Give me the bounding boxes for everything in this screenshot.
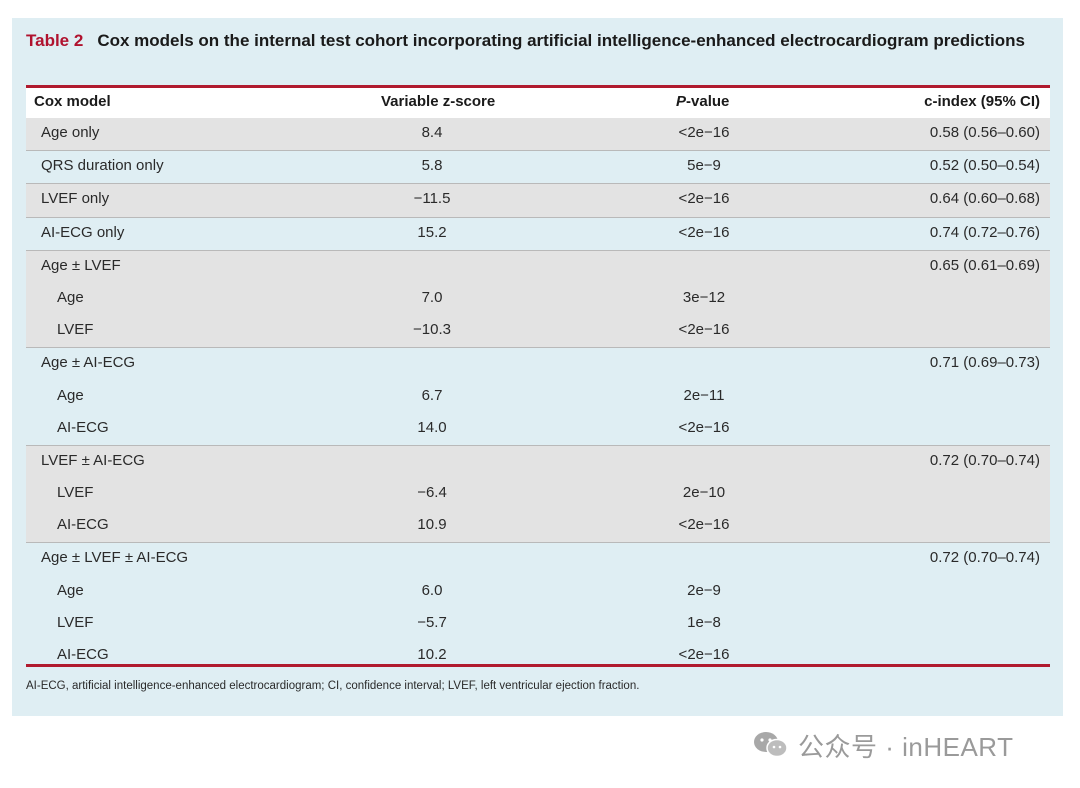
- cell-cox-model: AI-ECG: [57, 516, 109, 534]
- cell-p-value-text: 1e−8: [687, 613, 721, 631]
- cell-cox-model: QRS duration only: [41, 157, 164, 175]
- top-rule: [26, 85, 1050, 88]
- cell-z-score-text: 6.0: [421, 581, 443, 599]
- cell-z-score-text: 8.4: [421, 124, 443, 141]
- table-row: Age ± LVEF ± AI-ECG 0.72 (0.70–0.74): [26, 542, 1050, 575]
- table-row: Age ± LVEF 0.65 (0.61–0.69): [26, 249, 1050, 283]
- cell-cox-model: Age: [57, 581, 84, 599]
- cell-cox-model: LVEF ± AI-ECG: [41, 451, 145, 469]
- cell-cox-model: AI-ECG only: [41, 223, 125, 241]
- cell-cox-model: Age only: [41, 124, 100, 141]
- cell-cox-model: Age ± LVEF ± AI-ECG: [41, 549, 189, 567]
- header-cox-model: Cox model: [34, 93, 111, 110]
- table-body: Age only 8.4 <2e−16 0.58 (0.56–0.60) QRS dur…: [26, 118, 1050, 672]
- cell-z-score-text: −10.3: [413, 321, 451, 339]
- table-row: LVEF only −11.5 <2e−16 0.64 (0.60–0.68): [26, 183, 1050, 217]
- bottom-rule: [26, 664, 1050, 667]
- table-label: Table 2: [26, 31, 84, 50]
- cell-c-index: 0.65 (0.61–0.69): [929, 256, 1040, 274]
- table-row: Age 6.7 2e−11: [26, 381, 1050, 413]
- cell-p-value-text: <2e−16: [678, 124, 730, 141]
- cell-cox-model: LVEF: [57, 613, 94, 631]
- cell-z-score-text: 10.2: [417, 646, 447, 663]
- cell-c-index: 0.52 (0.50–0.54): [929, 157, 1040, 175]
- cell-z-score-text: 10.9: [417, 516, 447, 534]
- cell-cox-model: LVEF only: [41, 190, 110, 208]
- table-row: QRS duration only 5.8 5e−9 0.52 (0.50–0.54): [26, 150, 1050, 183]
- cell-cox-model: LVEF: [57, 321, 94, 339]
- table-row: Age 7.0 3e−12: [26, 282, 1050, 316]
- cell-p-value-text: <2e−16: [678, 516, 730, 534]
- cell-z-score-text: 15.2: [417, 223, 447, 241]
- cell-p-value-text: 3e−12: [682, 288, 726, 306]
- table-row: Age ± AI-ECG 0.71 (0.69–0.73): [26, 347, 1050, 380]
- table-row: LVEF −5.7 1e−8: [26, 608, 1050, 640]
- table-panel: Table 2 Cox models on the internal test c…: [12, 18, 1063, 716]
- cell-p-value-text: <2e−16: [678, 321, 730, 339]
- cell-c-index: 0.58 (0.56–0.60): [929, 124, 1040, 141]
- table-row: LVEF −10.3 <2e−16: [26, 315, 1050, 348]
- watermark: 公众号 · inHEART: [752, 726, 1014, 764]
- table-row: AI-ECG 10.2 <2e−16: [26, 640, 1050, 672]
- cell-z-score-text: 7.0: [421, 288, 443, 306]
- cell-c-index: 0.72 (0.70–0.74): [929, 451, 1040, 469]
- cell-p-value-text: 5e−9: [687, 157, 721, 175]
- cell-p-value-text: <2e−16: [678, 223, 730, 241]
- cell-cox-model: Age: [57, 288, 84, 306]
- cell-cox-model: Age ± AI-ECG: [41, 354, 136, 372]
- cell-c-index: 0.71 (0.69–0.73): [929, 354, 1040, 372]
- header-c-index: c-index (95% CI): [924, 93, 1040, 110]
- cell-z-score-text: −11.5: [413, 190, 451, 208]
- cell-p-value-text: <2e−16: [678, 646, 730, 663]
- cell-z-score-text: −6.4: [417, 484, 447, 502]
- table-footnote: AI-ECG, artificial intelligence-enhanced…: [26, 680, 640, 692]
- table-row: Age only 8.4 <2e−16 0.58 (0.56–0.60): [26, 118, 1050, 151]
- cell-p-value-text: 2e−11: [683, 386, 725, 404]
- cell-p-value-text: 2e−9: [687, 581, 721, 599]
- header-z-score: Variable z-score: [381, 93, 496, 110]
- table-row: Age 6.0 2e−9: [26, 576, 1050, 608]
- cell-p-value-text: <2e−16: [678, 190, 730, 208]
- cell-z-score-text: 5.8: [421, 157, 443, 175]
- cell-z-score-text: 14.0: [417, 418, 447, 436]
- cell-z-score-text: −5.7: [417, 613, 447, 631]
- wechat-icon: [752, 730, 790, 760]
- table-row: AI-ECG 10.9 <2e−16: [26, 510, 1050, 543]
- table-title: Cox models on the internal test cohort i…: [97, 31, 1025, 50]
- table-row: LVEF ± AI-ECG 0.72 (0.70–0.74): [26, 444, 1050, 479]
- table-caption: Table 2 Cox models on the internal test c…: [26, 31, 1036, 50]
- cell-p-value-text: <2e−16: [678, 418, 730, 436]
- cell-p-value-text: 2e−10: [682, 484, 726, 502]
- cell-cox-model: Age ± LVEF: [41, 256, 121, 274]
- table-row: LVEF −6.4 2e−10: [26, 478, 1050, 511]
- cell-cox-model: Age: [57, 386, 84, 404]
- cell-z-score-text: 6.7: [421, 386, 443, 404]
- header-p-value: P-value: [676, 93, 730, 110]
- watermark-text: 公众号 · inHEART: [798, 731, 1014, 762]
- cell-c-index: 0.74 (0.72–0.76): [929, 223, 1040, 241]
- cell-cox-model: AI-ECG: [57, 418, 109, 436]
- cell-c-index: 0.64 (0.60–0.68): [929, 190, 1040, 208]
- cell-c-index: 0.72 (0.70–0.74): [929, 549, 1040, 567]
- cell-cox-model: LVEF: [57, 484, 94, 502]
- table-row: AI-ECG only 15.2 <2e−16 0.74 (0.72–0.76): [26, 216, 1050, 250]
- cell-cox-model: AI-ECG: [57, 646, 109, 663]
- table-row: AI-ECG 14.0 <2e−16: [26, 413, 1050, 445]
- table-header: Cox model Variable z-score P-value c-ind…: [26, 88, 1050, 119]
